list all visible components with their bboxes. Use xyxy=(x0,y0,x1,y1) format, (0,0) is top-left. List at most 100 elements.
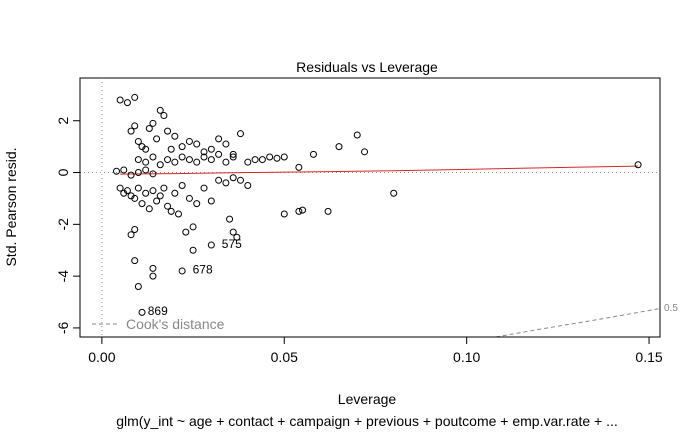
data-point xyxy=(127,171,135,179)
data-point xyxy=(244,181,252,189)
data-point xyxy=(131,194,139,202)
data-point xyxy=(226,215,234,223)
data-point xyxy=(280,153,288,161)
data-point xyxy=(156,192,164,200)
data-point xyxy=(182,228,190,236)
data-point xyxy=(251,156,259,164)
data-point xyxy=(295,163,303,171)
point-label: 869 xyxy=(148,304,168,318)
data-point xyxy=(193,200,201,208)
reference-lines xyxy=(80,78,660,337)
data-point xyxy=(200,153,208,161)
smooth-line xyxy=(120,165,639,175)
data-point xyxy=(215,135,223,143)
data-point xyxy=(193,158,201,166)
data-point xyxy=(131,93,139,101)
data-point xyxy=(112,167,120,175)
data-point xyxy=(164,156,172,164)
data-point xyxy=(280,210,288,218)
data-point xyxy=(164,202,172,210)
cooks-contour-line xyxy=(495,308,661,338)
data-point xyxy=(178,267,186,275)
point-label: 678 xyxy=(193,263,213,277)
data-point xyxy=(193,140,201,148)
data-point xyxy=(149,264,157,272)
data-point xyxy=(142,145,150,153)
legend: Cook's distance xyxy=(92,316,225,332)
x-axis: 0.00 0.05 0.10 0.15 xyxy=(88,336,663,365)
data-point xyxy=(309,150,317,158)
legend-label: Cook's distance xyxy=(126,316,225,332)
data-point xyxy=(145,125,153,133)
data-point xyxy=(123,187,131,195)
data-point xyxy=(207,156,215,164)
data-point xyxy=(127,231,135,239)
data-point xyxy=(273,154,281,162)
smooth-curve xyxy=(120,165,639,175)
data-point xyxy=(153,197,161,205)
data-point xyxy=(200,148,208,156)
y-axis: -6 -4 -2 0 2 xyxy=(55,117,81,334)
data-point xyxy=(266,153,274,161)
data-point xyxy=(207,241,215,249)
data-point xyxy=(160,184,168,192)
data-point xyxy=(178,143,186,151)
data-point xyxy=(361,148,369,156)
data-point xyxy=(142,189,150,197)
data-point xyxy=(353,131,361,139)
x-tick-label: 0.05 xyxy=(271,349,298,365)
data-point xyxy=(222,140,230,148)
data-point xyxy=(131,226,139,234)
data-point xyxy=(149,170,157,178)
data-point xyxy=(164,127,172,135)
data-point xyxy=(207,145,215,153)
data-point xyxy=(131,257,139,265)
data-point xyxy=(189,223,197,231)
data-point xyxy=(167,145,175,153)
data-point xyxy=(634,161,642,169)
data-point xyxy=(207,197,215,205)
data-point xyxy=(116,184,124,192)
data-point xyxy=(131,122,139,130)
data-point xyxy=(134,169,142,177)
data-point xyxy=(156,106,164,114)
data-point xyxy=(149,119,157,127)
data-point xyxy=(149,272,157,280)
data-point xyxy=(134,137,142,145)
data-point xyxy=(174,210,182,218)
data-point xyxy=(138,308,146,316)
data-point xyxy=(127,127,135,135)
data-point xyxy=(258,156,266,164)
x-tick-label: 0.15 xyxy=(635,349,662,365)
data-point xyxy=(160,112,168,120)
data-point xyxy=(142,158,150,166)
y-axis-label: Std. Pearson resid. xyxy=(3,147,19,266)
data-point xyxy=(229,150,237,158)
data-point xyxy=(142,166,150,174)
data-point xyxy=(229,174,237,182)
data-point xyxy=(200,184,208,192)
data-points xyxy=(112,93,642,316)
cooks-distance-contour xyxy=(495,308,661,338)
data-point xyxy=(237,130,245,138)
data-point xyxy=(149,187,157,195)
data-point xyxy=(123,99,131,107)
point-labels: 575 678 869 xyxy=(148,237,242,318)
data-point xyxy=(153,135,161,143)
x-tick-label: 0.10 xyxy=(453,349,480,365)
data-point xyxy=(185,137,193,145)
data-point xyxy=(156,161,164,169)
cooks-contour-label: 0.5 xyxy=(664,303,678,314)
data-point xyxy=(237,176,245,184)
data-point xyxy=(178,153,186,161)
data-point xyxy=(222,158,230,166)
data-point xyxy=(299,206,307,214)
data-point xyxy=(215,150,223,158)
data-point xyxy=(390,189,398,197)
data-point xyxy=(134,282,142,290)
data-point xyxy=(295,207,303,215)
data-point xyxy=(138,200,146,208)
data-point xyxy=(134,184,142,192)
data-point xyxy=(171,189,179,197)
